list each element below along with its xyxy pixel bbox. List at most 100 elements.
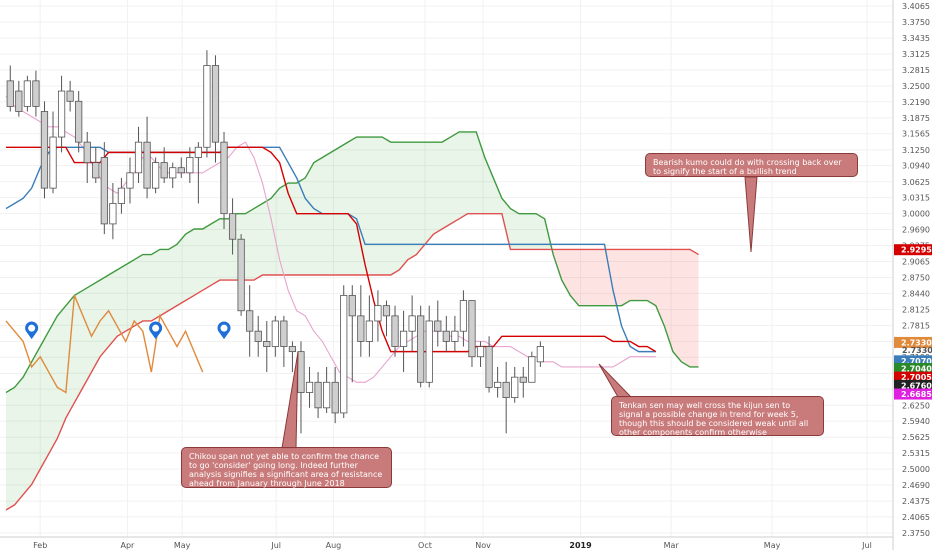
x-tick-label: Oct	[418, 541, 432, 550]
kumo-segment	[339, 142, 348, 275]
kumo-segment	[638, 249, 648, 301]
kumo-segment	[48, 315, 58, 454]
kumo-segment	[168, 244, 177, 311]
kumo-segment	[40, 331, 49, 470]
candle-body	[485, 346, 493, 388]
kumo-segment	[142, 254, 152, 321]
kumo-segment	[356, 137, 366, 275]
kumo-segment	[604, 249, 614, 306]
kumo-segment	[382, 137, 391, 275]
x-tick-label: Aug	[326, 541, 342, 550]
kumo-segment	[125, 259, 135, 332]
candle-body	[297, 351, 305, 393]
kumo-segment	[672, 249, 682, 362]
candle-body	[442, 330, 450, 342]
x-tick-label: Mar	[664, 541, 680, 550]
candle-body	[246, 310, 254, 332]
candle-body	[451, 330, 459, 342]
kumo-segment	[690, 249, 699, 367]
kumo-segment	[442, 137, 451, 230]
y-tick-label: 2.5315	[902, 449, 930, 458]
kumo-segment	[117, 264, 126, 337]
kumo-segment	[621, 249, 631, 306]
candle-body	[83, 141, 91, 163]
y-tick-label: 2.8125	[902, 305, 930, 314]
y-tick-label: 3.4065	[902, 2, 930, 11]
y-tick-label: 3.0000	[902, 210, 930, 219]
candle-body	[32, 80, 40, 107]
kumo-segment	[194, 229, 203, 296]
kumo-segment	[501, 198, 511, 250]
kumo-segment	[510, 208, 519, 250]
kumo-segment	[373, 137, 383, 275]
annotation-chikou-span: Chikou span not yet able to confirm the …	[181, 447, 392, 488]
candle-body	[528, 356, 536, 383]
y-tick-label: 2.8440	[902, 289, 930, 298]
kumo-segment	[570, 249, 579, 306]
price-label-text: 2.6685	[901, 390, 932, 399]
ma-line	[5, 95, 656, 383]
kumo-segment	[399, 142, 408, 270]
kumo-segment	[202, 223, 212, 291]
chikou-line	[5, 295, 204, 394]
candle-body	[194, 146, 202, 158]
x-tick-label: Apr	[120, 541, 135, 550]
kumo-segment	[595, 249, 605, 306]
kumo-segment	[82, 285, 92, 388]
candle-body	[57, 90, 66, 138]
kumo-segment	[296, 177, 306, 275]
y-tick-label: 3.3125	[902, 50, 930, 59]
candle-body	[23, 80, 31, 107]
pointer-bearish	[744, 176, 758, 253]
candle-body	[75, 100, 83, 143]
event-markers	[25, 321, 231, 340]
annotation-bearish-kumo: Bearish kumo could do with crossing back…	[645, 153, 858, 177]
kumo-segment	[424, 142, 434, 245]
price-axis: 3.4065 3.3750 3.3435 3.3125 3.2815 3.2500 3.21…	[892, 0, 932, 550]
kumo-segment	[305, 162, 314, 275]
candle-body	[66, 90, 74, 102]
x-tick-label: Jul	[861, 541, 872, 550]
kumo-segment	[664, 249, 673, 352]
y-tick-label: 3.0315	[902, 194, 930, 203]
candle-body	[254, 330, 262, 342]
kumo-segment	[288, 183, 297, 275]
candle-body	[203, 65, 211, 148]
kumo-segment	[185, 229, 195, 301]
price-label-text: 2.7005	[901, 373, 932, 382]
y-tick-label: 3.2500	[902, 82, 930, 91]
candle-body	[263, 341, 271, 347]
price-label-badge	[894, 379, 932, 391]
kumo-segment	[219, 218, 229, 281]
candle-body	[494, 381, 502, 388]
price-label-badge	[894, 336, 932, 348]
kumo-segment	[433, 142, 443, 235]
candle-body	[177, 167, 185, 174]
kumo-segment	[91, 280, 101, 373]
event-marker-dot	[28, 324, 36, 332]
candle-body	[169, 167, 177, 179]
y-tick-label: 2.4375	[902, 497, 930, 506]
kumo-segment	[493, 177, 502, 214]
candle-body	[228, 213, 237, 240]
kumo-segment	[313, 157, 323, 275]
price-label-badge	[894, 362, 932, 374]
x-tick-label: Nov	[475, 541, 491, 550]
candle-body	[340, 295, 348, 414]
kumo-segment	[177, 234, 186, 306]
candle-body	[280, 320, 288, 347]
kumo-segment	[450, 131, 460, 224]
x-tick-label: May	[174, 541, 191, 550]
kumo-segment	[6, 387, 15, 511]
kumo-cloud	[6, 131, 699, 511]
x-tick-label: Feb	[33, 541, 47, 550]
candle-body	[468, 300, 476, 358]
kumo-segment	[527, 213, 537, 250]
kijun-line	[6, 146, 657, 353]
candle-body	[220, 141, 228, 215]
kumo-segment	[330, 147, 340, 275]
y-tick-label: 3.2815	[902, 66, 930, 75]
kumo-segment	[134, 254, 143, 327]
candle-body	[365, 320, 373, 342]
price-label-badge	[894, 244, 932, 256]
